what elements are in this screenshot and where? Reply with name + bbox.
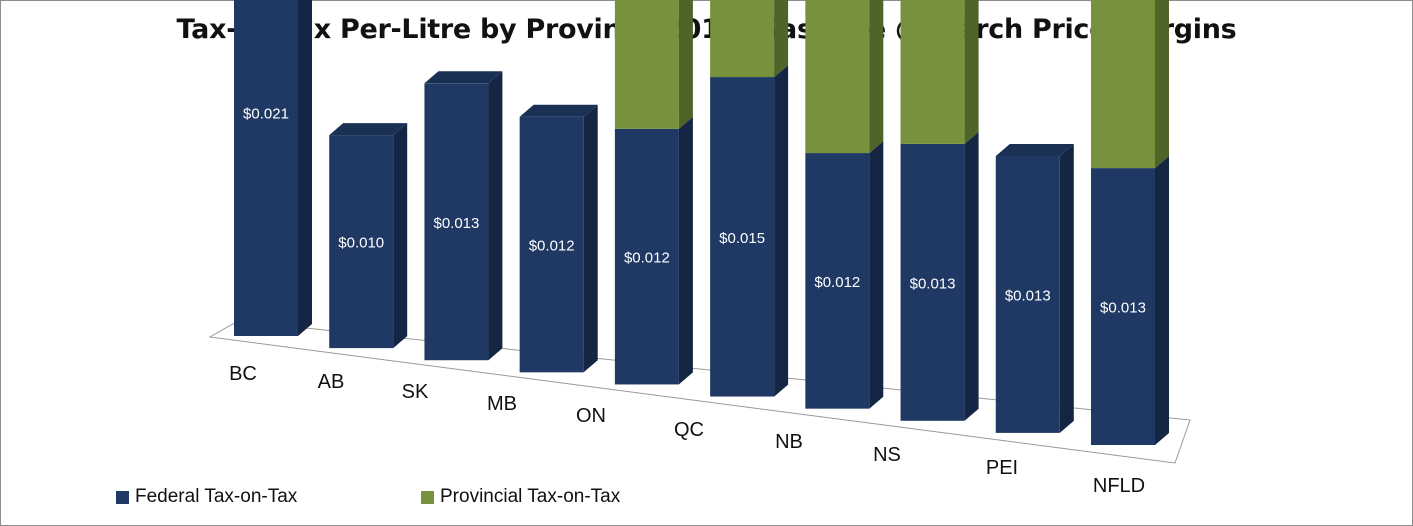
bar-front-federal-qc — [710, 77, 775, 397]
category-label-qc: QC — [674, 419, 704, 441]
bar-side-provincial-on — [678, 0, 693, 129]
bar-group-on: $0.012$0.020 — [614, 0, 693, 385]
bar-side-provincial-ns — [964, 0, 979, 144]
category-label-sk: SK — [402, 381, 429, 403]
category-label-mb: MB — [487, 393, 517, 415]
bar-front-federal-on — [614, 128, 679, 385]
bar-side-provincial-nfld — [1155, 0, 1169, 169]
bar-group-sk: $0.013 — [424, 71, 503, 361]
data-label-federal-bc: $0.021 — [243, 105, 289, 122]
category-label-on: ON — [576, 405, 606, 427]
bar-front-federal-ns — [900, 143, 965, 421]
bar-side-provincial-nb — [869, 0, 884, 154]
data-label-federal-ns: $0.013 — [910, 275, 956, 292]
bar-side-federal-nb — [869, 141, 884, 409]
bar-top-federal-mb — [519, 104, 598, 117]
bar-front-provincial-nb — [805, 0, 870, 154]
bar-group-ns: $0.013$0.026 — [900, 0, 979, 421]
category-label-nb: NB — [775, 431, 803, 453]
bar-front-provincial-ns — [900, 0, 965, 144]
legend-swatch-provincial — [421, 490, 434, 504]
data-label-federal-pei: $0.013 — [1005, 287, 1051, 304]
legend-item-federal: Federal Tax-on-Tax — [116, 486, 297, 508]
bar-side-federal-pei — [1059, 144, 1074, 433]
category-label-ab: AB — [318, 371, 345, 393]
bar-side-federal-ns — [964, 131, 979, 421]
bar-top-federal-ab — [329, 123, 408, 136]
data-label-federal-sk: $0.013 — [433, 215, 479, 232]
bar-side-federal-bc — [298, 0, 312, 336]
bar-group-pei: $0.013 — [995, 144, 1074, 433]
bar-group-qc: $0.015$0.034 — [710, 0, 789, 397]
bar-group-nb: $0.012$0.019 — [805, 0, 884, 409]
data-label-federal-nfld: $0.013 — [1100, 300, 1146, 317]
category-label-nfld: NFLD — [1093, 475, 1145, 497]
bar-front-federal-sk — [424, 83, 489, 361]
bar-group-ab: $0.010 — [329, 123, 408, 349]
bar-front-provincial-qc — [710, 0, 775, 78]
bar-front-federal-nfld — [1091, 168, 1155, 445]
legend-swatch-federal — [116, 490, 129, 504]
bar-front-provincial-nfld — [1091, 0, 1155, 169]
chart-title: Tax-on-Tax Per-Litre by Province 2012, G… — [176, 14, 1237, 45]
bar-front-provincial-on — [614, 0, 679, 129]
bar-group-mb: $0.012 — [519, 104, 598, 373]
bar-side-federal-sk — [488, 71, 503, 361]
category-label-pei: PEI — [986, 457, 1018, 479]
data-label-federal-qc: $0.015 — [719, 230, 765, 247]
bar-front-federal-mb — [519, 116, 584, 373]
bar-side-federal-nfld — [1155, 156, 1169, 445]
bar-front-federal-nb — [805, 153, 870, 409]
data-label-federal-nb: $0.012 — [814, 274, 860, 291]
legend-item-provincial: Provincial Tax-on-Tax — [421, 486, 620, 508]
bar-top-federal-pei — [995, 144, 1074, 156]
bar-front-federal-bc — [234, 0, 298, 336]
bar-front-federal-pei — [995, 155, 1060, 433]
legend-label-federal: Federal Tax-on-Tax — [135, 486, 298, 507]
bar-side-federal-mb — [583, 104, 598, 373]
bar-front-federal-ab — [329, 135, 394, 349]
bar-side-federal-qc — [774, 65, 789, 397]
bar-group-nfld: $0.013$0.021 — [1091, 0, 1169, 445]
category-label-ns: NS — [873, 444, 901, 466]
legend-label-provincial: Provincial Tax-on-Tax — [440, 486, 621, 507]
data-label-federal-ab: $0.010 — [338, 235, 384, 252]
category-label-bc: BC — [229, 363, 257, 385]
bar-side-federal-on — [678, 116, 693, 385]
bar-group-bc: $0.021 — [234, 0, 312, 336]
bar-side-federal-ab — [393, 123, 408, 349]
data-label-federal-mb: $0.012 — [529, 238, 575, 255]
bar-top-federal-sk — [424, 71, 503, 84]
bar-side-provincial-qc — [774, 0, 789, 78]
data-label-federal-on: $0.012 — [624, 250, 670, 267]
